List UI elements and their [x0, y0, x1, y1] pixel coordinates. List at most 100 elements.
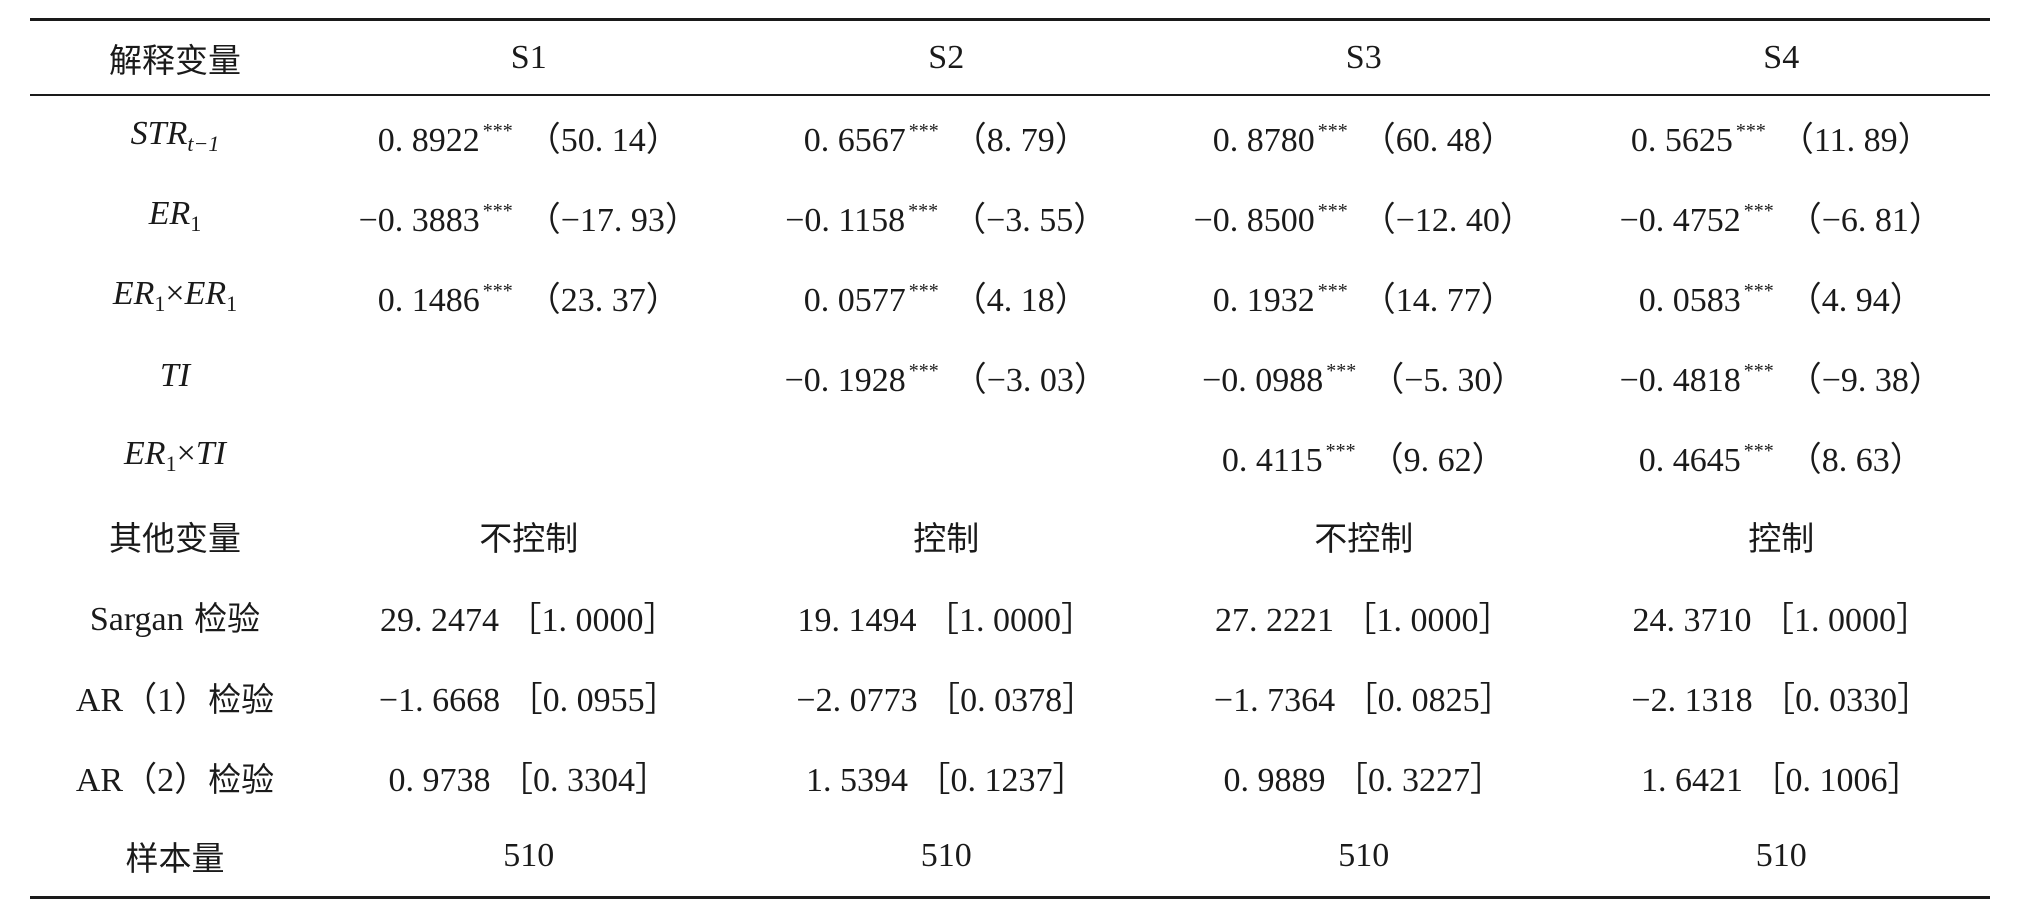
row-label-sample-size: 样本量 — [125, 839, 225, 878]
coef-cell: 0. 4645 *** （8. 63） — [1573, 416, 1991, 496]
row-label-er1-squared: ER1×ER1 — [112, 275, 238, 316]
coefficient-value: 0. 4645 — [1638, 441, 1741, 479]
table-row: Sargan 检验 29. 2474 ［1. 0000］ 19. 1494 ［1… — [30, 576, 1990, 656]
t-statistic: （9. 62） — [1369, 441, 1506, 479]
significance-stars: *** — [1317, 119, 1348, 142]
header-s4: S4 — [1763, 38, 1800, 76]
coef-cell — [320, 416, 738, 496]
header-variable: 解释变量 — [109, 40, 241, 80]
coef-cell: 0. 1932 *** （14. 77） — [1155, 256, 1573, 336]
row-label-str: STRt−1 — [130, 115, 220, 156]
results-table: 解释变量 S1 S2 S3 S4 STRt−1 0. 8922 *** （50. 1… — [30, 21, 1990, 896]
coef-cell: 0. 0577 *** （4. 18） — [738, 256, 1156, 336]
significance-stars: *** — [482, 279, 513, 302]
row-label-ar2: AR（2）检验 — [75, 759, 275, 799]
test-stat-cell: 24. 3710 ［1. 0000］ — [1632, 601, 1931, 639]
t-statistic: （8. 63） — [1787, 441, 1924, 479]
test-stat-cell: 1. 6421 ［0. 1006］ — [1641, 761, 1922, 799]
test-stat-cell: −1. 6668 ［0. 0955］ — [378, 681, 679, 719]
coefficient-value: 0. 8922 — [377, 121, 480, 159]
sample-size-cell: 510 — [1338, 837, 1390, 874]
sample-size-cell: 510 — [503, 837, 555, 874]
t-statistic: （60. 48） — [1361, 121, 1515, 159]
coefficient-value: −0. 4752 — [1619, 201, 1741, 239]
t-statistic: （4. 94） — [1787, 281, 1924, 319]
coefficient-value: 0. 5625 — [1630, 121, 1733, 159]
coefficient-value: 0. 1486 — [377, 281, 480, 319]
t-statistic: （−6. 81） — [1787, 201, 1943, 239]
significance-stars: *** — [908, 119, 939, 142]
test-stat-cell: −2. 0773 ［0. 0378］ — [796, 681, 1097, 719]
t-statistic: （−9. 38） — [1787, 361, 1943, 399]
t-statistic: （50. 14） — [526, 121, 680, 159]
significance-stars: *** — [1317, 279, 1348, 302]
control-cell: 控制 — [913, 519, 980, 558]
sample-size-cell: 510 — [1755, 837, 1807, 874]
row-label-ar1: AR（1）检验 — [75, 679, 275, 719]
t-statistic: （−17. 93） — [526, 201, 699, 239]
header-s3: S3 — [1345, 38, 1382, 76]
row-label-er1: ER1 — [148, 195, 202, 236]
table-row: STRt−1 0. 8922 *** （50. 14） 0. 6567 *** （8. … — [30, 96, 1990, 176]
row-label-er1-ti: ER1×TI — [124, 435, 226, 476]
coefficient-value: −0. 3883 — [358, 201, 480, 239]
coefficient-value: −0. 1928 — [784, 361, 906, 399]
coef-cell: −0. 0988 *** （−5. 30） — [1155, 336, 1573, 416]
t-statistic: （−12. 40） — [1361, 201, 1534, 239]
test-stat-cell: −1. 7364 ［0. 0825］ — [1213, 681, 1514, 719]
coef-cell: 0. 8922 *** （50. 14） — [320, 96, 738, 176]
significance-stars: *** — [482, 119, 513, 142]
significance-stars: *** — [1743, 199, 1774, 222]
coefficient-value: 0. 1932 — [1212, 281, 1315, 319]
significance-stars: *** — [1317, 199, 1348, 222]
header-row: 解释变量 S1 S2 S3 S4 — [30, 21, 1990, 94]
significance-stars: *** — [1743, 279, 1774, 302]
sample-size-cell: 510 — [920, 837, 972, 874]
bottom-rule — [30, 896, 1990, 899]
header-s2: S2 — [928, 38, 965, 76]
significance-stars: *** — [1325, 439, 1356, 462]
control-cell: 控制 — [1748, 519, 1815, 558]
coef-cell: −0. 1928 *** （−3. 03） — [738, 336, 1156, 416]
regression-table: 解释变量 S1 S2 S3 S4 STRt−1 0. 8922 *** （50. 1… — [30, 18, 1990, 899]
table-row: 其他变量 不控制 控制 不控制 控制 — [30, 496, 1990, 576]
header-rule — [30, 94, 1990, 96]
significance-stars: *** — [1743, 359, 1774, 382]
table-row: 样本量 510 510 510 510 — [30, 816, 1990, 896]
significance-stars: *** — [908, 359, 939, 382]
coef-cell: −0. 8500 *** （−12. 40） — [1155, 176, 1573, 256]
test-stat-cell: 0. 9889 ［0. 3227］ — [1223, 761, 1505, 799]
table-row: AR（1）检验 −1. 6668 ［0. 0955］ −2. 0773 ［0. … — [30, 656, 1990, 736]
significance-stars: *** — [1326, 359, 1357, 382]
table-row: ER1×TI 0. 4115 *** （9. 62） 0. 4645 *** （8. 6… — [30, 416, 1990, 496]
coefficient-value: −0. 1158 — [785, 201, 906, 239]
coefficient-value: 0. 8780 — [1212, 121, 1315, 159]
coef-cell — [738, 416, 1156, 496]
test-stat-cell: 0. 9738 ［0. 3304］ — [388, 761, 670, 799]
coef-cell: 0. 6567 *** （8. 79） — [738, 96, 1156, 176]
test-stat-cell: 1. 5394 ［0. 1237］ — [806, 761, 1087, 799]
test-stat-cell: 27. 2221 ［1. 0000］ — [1215, 601, 1513, 639]
significance-stars: *** — [1735, 119, 1766, 142]
table-row: ER1 −0. 3883 *** （−17. 93） −0. 1158 *** （−3.… — [30, 176, 1990, 256]
coefficient-value: −0. 4818 — [1619, 361, 1741, 399]
coef-cell — [320, 336, 738, 416]
coef-cell: 0. 5625 *** （11. 89） — [1573, 96, 1991, 176]
t-statistic: （−3. 03） — [952, 361, 1108, 399]
row-label-ti: TI — [159, 357, 191, 394]
significance-stars: *** — [908, 199, 939, 222]
coef-cell: 0. 1486 *** （23. 37） — [320, 256, 738, 336]
coefficient-value: 0. 0583 — [1638, 281, 1741, 319]
coefficient-value: 0. 4115 — [1221, 441, 1323, 479]
t-statistic: （−3. 55） — [952, 201, 1108, 239]
coef-cell: 0. 4115 *** （9. 62） — [1155, 416, 1573, 496]
coef-cell: −0. 3883 *** （−17. 93） — [320, 176, 738, 256]
table-row: ER1×ER1 0. 1486 *** （23. 37） 0. 0577 *** （4.… — [30, 256, 1990, 336]
coef-cell: −0. 1158 *** （−3. 55） — [738, 176, 1156, 256]
test-stat-cell: −2. 1318 ［0. 0330］ — [1631, 681, 1932, 719]
table-row: AR（2）检验 0. 9738 ［0. 3304］ 1. 5394 ［0. 12… — [30, 736, 1990, 816]
coef-cell: −0. 4752 *** （−6. 81） — [1573, 176, 1991, 256]
significance-stars: *** — [908, 279, 939, 302]
t-statistic: （11. 89） — [1779, 121, 1932, 159]
t-statistic: （23. 37） — [526, 281, 680, 319]
